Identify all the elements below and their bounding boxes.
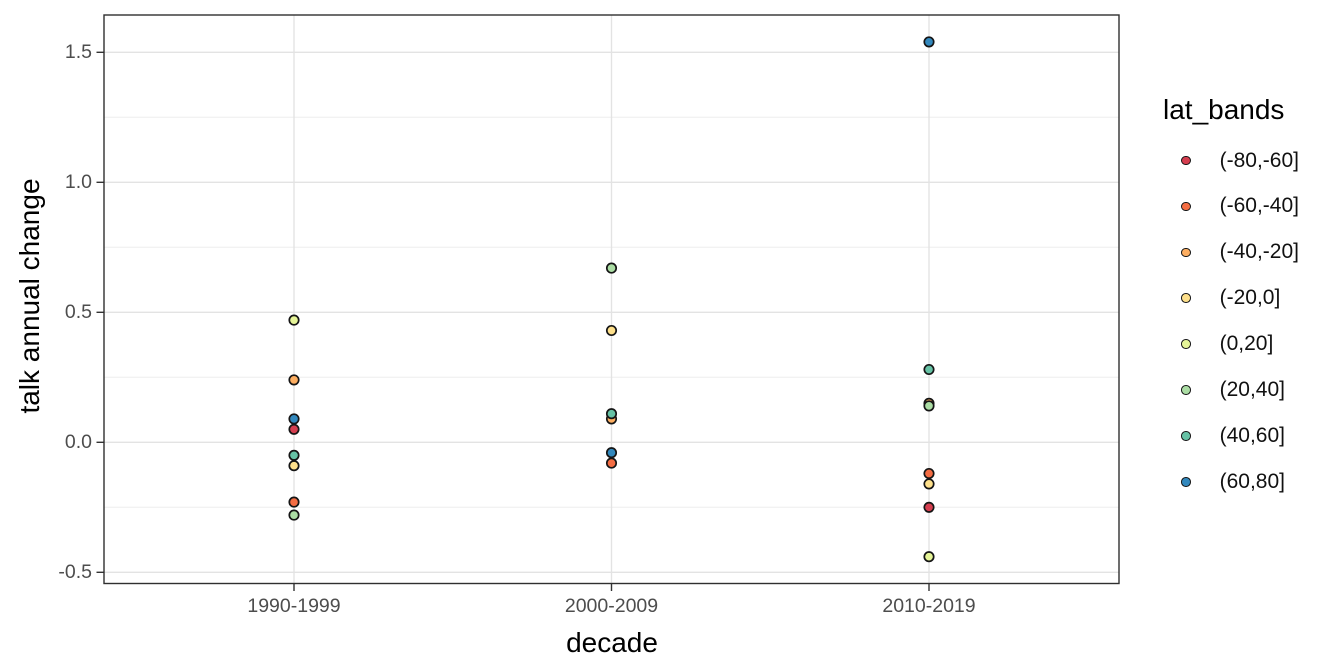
data-point (288, 509, 300, 521)
data-point (923, 478, 935, 490)
x-axis-title: decade (566, 627, 658, 658)
data-point (288, 314, 300, 326)
y-tick-label: 0.0 (64, 431, 92, 454)
data-point (288, 423, 300, 435)
x-tick-label: 2000-2009 (564, 595, 659, 617)
data-point (605, 324, 618, 337)
y-tick-label: 1.5 (64, 41, 92, 64)
data-point (288, 374, 300, 386)
data-point (288, 413, 300, 425)
data-point (605, 262, 618, 274)
data-point (923, 400, 935, 412)
data-point (923, 467, 935, 480)
data-point (605, 408, 618, 420)
panel-border (103, 14, 1120, 585)
x-tick-label: 2010-2019 (882, 595, 976, 617)
y-tick-label: 0.5 (64, 301, 92, 324)
data-point (923, 501, 935, 513)
data-point (288, 449, 300, 461)
data-point (288, 460, 300, 472)
data-point (923, 551, 935, 563)
y-tick-label: -0.5 (58, 561, 92, 584)
data-point (923, 36, 935, 48)
data-point (605, 457, 618, 469)
y-tick-label: 1.0 (64, 171, 92, 194)
data-point (288, 496, 300, 508)
x-tick-label: 1990-1999 (247, 595, 341, 617)
data-point (923, 363, 935, 376)
data-point (605, 447, 618, 459)
